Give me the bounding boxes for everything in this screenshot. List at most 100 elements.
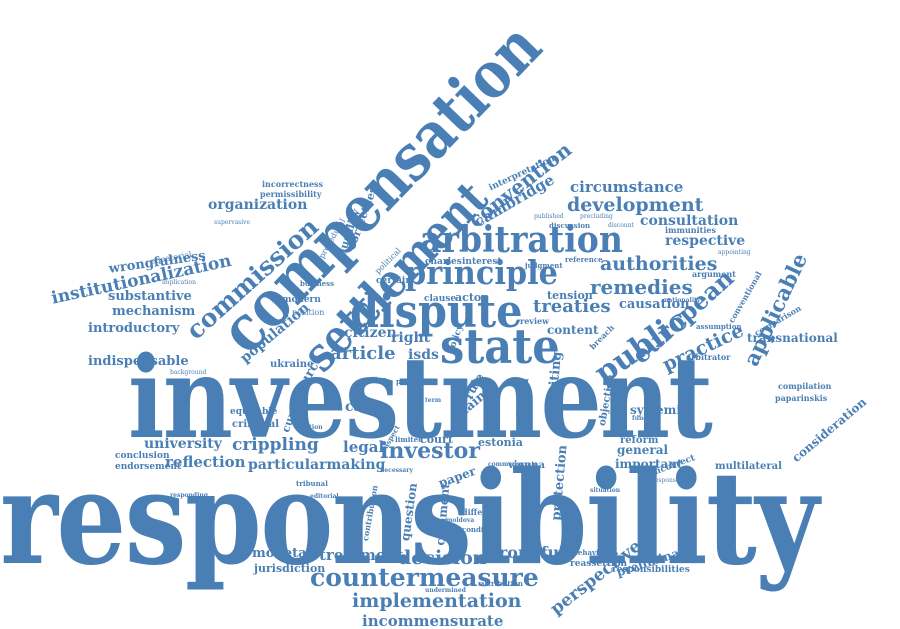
word-citizen: citizen <box>344 325 397 341</box>
word-option: option <box>362 375 388 384</box>
word-jurisdiction: jurisdiction <box>254 562 326 575</box>
word-interest: interest <box>462 257 502 267</box>
word-case: case <box>345 399 380 415</box>
word-condition: condition <box>462 525 500 534</box>
word-organization: organization <box>208 197 308 213</box>
word-incorrectness: incorrectness <box>262 179 324 189</box>
word-paparinskis: paparinskis <box>775 393 828 403</box>
word-treaties: treaties <box>533 296 611 317</box>
word-undermined: undermined <box>425 587 466 594</box>
word-consultation: consultation <box>640 213 739 229</box>
word-state: state <box>440 319 560 375</box>
word-implementation: implementation <box>352 590 522 612</box>
word-dispute: dispute <box>350 284 523 338</box>
word-moldova: moldova <box>446 517 475 524</box>
word-general: general <box>617 443 669 457</box>
word-incommensurate: incommensurate <box>362 612 504 629</box>
word-response: response <box>652 477 680 484</box>
word-function: function <box>632 415 661 422</box>
word-treatment: treatment <box>319 546 404 564</box>
word-commensurate: commensurate <box>488 461 538 468</box>
word-appointing: appointing <box>718 249 751 256</box>
word-modern: modern <box>282 295 321 305</box>
word-wrongful: wrongful <box>485 543 566 562</box>
word-consideration: consideration <box>789 394 870 465</box>
word-responsibilities: responsibilities <box>612 565 690 575</box>
word-important: important <box>615 457 683 471</box>
word-authorities: authorities <box>600 253 718 275</box>
word-compilation: compilation <box>778 381 832 391</box>
word-responsibility: responsibility <box>0 444 819 594</box>
word-arbitrator: arbitrator <box>686 352 731 362</box>
word-university: university <box>144 436 222 452</box>
word-criminal: criminal <box>232 419 280 430</box>
word-attribution: attribution <box>480 579 523 588</box>
word-background: background <box>170 369 207 376</box>
word-estonia: estonia <box>478 436 523 449</box>
word-ukraine: ukraine <box>270 359 314 370</box>
word-mechanism: mechanism <box>112 304 196 319</box>
word-substantive: substantive <box>108 289 192 304</box>
word-nationality: nationality <box>664 297 701 304</box>
word-crippling: crippling <box>232 435 319 455</box>
word-business: business <box>300 279 335 288</box>
word-clause: clause <box>424 294 457 304</box>
word-assumption: assumption <box>696 322 742 331</box>
word-point: point <box>396 377 417 386</box>
word-arbitration: arbitration <box>420 219 623 261</box>
word-implication: implication <box>162 279 197 286</box>
word-legal: legal <box>343 438 385 456</box>
word-content: content <box>547 323 599 337</box>
word-investment: investment <box>128 333 713 464</box>
word-monetary: monetary <box>252 546 321 561</box>
word-term: term <box>425 397 442 404</box>
word-actor: actor <box>455 291 488 304</box>
word-circumstance: circumstance <box>570 178 684 196</box>
word-discussion: discussion <box>549 221 591 230</box>
word-systemic: systemic <box>630 403 689 417</box>
word-review: review <box>520 316 549 326</box>
word-remedies: remedies <box>590 275 693 299</box>
word-indispensable: indispensable <box>88 354 189 369</box>
word-situation: situation <box>590 487 621 494</box>
word-immunities: immunities <box>665 225 716 235</box>
word-tension: tension <box>547 289 593 302</box>
word-responding: responding <box>170 492 208 499</box>
word-different: different <box>462 507 502 517</box>
word-decision: decision <box>398 547 487 569</box>
word-tribunal: tribunal <box>296 479 328 488</box>
word-certain: certain <box>376 276 412 286</box>
word-right: right <box>391 330 431 346</box>
word-equitable: equitable <box>230 407 278 417</box>
word-precluding: precluding <box>580 213 613 220</box>
word-investor: investor <box>380 438 480 464</box>
word-countermeasure: countermeasure <box>310 563 539 592</box>
word-introductory: introductory <box>88 321 180 336</box>
word-necessary: necessary <box>380 467 413 474</box>
word-reform: reform <box>620 435 659 446</box>
word-discount: discount <box>608 222 634 229</box>
word-conclusion: conclusion <box>115 451 170 461</box>
word-multilateral: multilateral <box>715 461 782 472</box>
word-judgment: judgment <box>525 261 563 270</box>
word-isds: isds <box>408 347 439 363</box>
word-causation: causation <box>619 297 690 312</box>
word-position: position <box>292 308 325 317</box>
word-published: published <box>534 213 564 220</box>
word-reference: reference <box>565 255 603 264</box>
word-permissibility: permissibility <box>260 189 322 199</box>
word-editorial: editorial <box>310 493 339 500</box>
word-reassertion: reassertion <box>570 559 628 569</box>
word-court: court <box>420 433 453 446</box>
word-article: article <box>330 343 396 364</box>
word-argument: argument <box>692 269 736 279</box>
word-development: development <box>567 194 704 216</box>
word-vienna: vienna <box>508 460 545 471</box>
word-principle: principle <box>405 253 558 292</box>
word-behaving: behaving <box>573 548 609 557</box>
word-limited: limited <box>395 435 423 444</box>
word-transnational: transnational <box>747 331 838 345</box>
word-relation: relation <box>296 424 323 431</box>
word-reflection: reflection <box>165 453 246 471</box>
